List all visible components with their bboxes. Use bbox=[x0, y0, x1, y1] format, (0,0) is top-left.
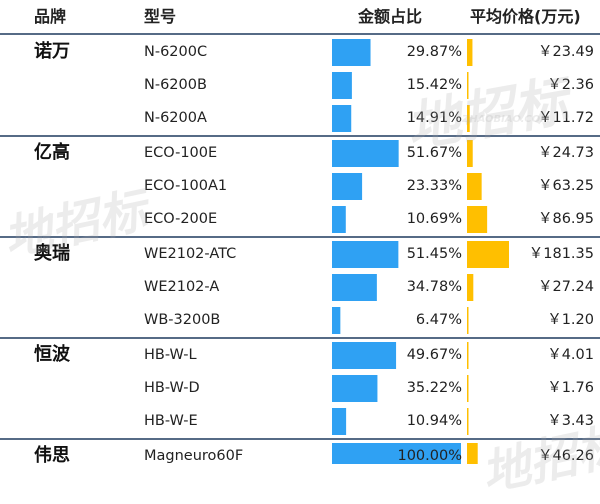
price-bar bbox=[467, 39, 473, 66]
price-bar bbox=[467, 307, 469, 334]
price-label: ￥23.49 bbox=[537, 44, 594, 60]
share-label: 14.91% bbox=[406, 110, 462, 126]
price-bar bbox=[467, 342, 469, 369]
share-bar bbox=[332, 105, 352, 132]
model-label: WB-3200B bbox=[144, 312, 221, 328]
model-label: N-6200B bbox=[144, 77, 207, 93]
share-bar bbox=[332, 206, 346, 233]
model-label: Magneuro60F bbox=[144, 448, 244, 464]
price-bar bbox=[467, 206, 488, 233]
share-label: 34.78% bbox=[406, 279, 462, 295]
share-bar bbox=[332, 140, 399, 167]
brand-label: 亿高 bbox=[34, 142, 70, 163]
price-bar bbox=[467, 408, 469, 435]
share-label: 15.42% bbox=[406, 77, 462, 93]
share-label: 49.67% bbox=[406, 347, 462, 363]
model-label: HB-W-D bbox=[144, 380, 200, 396]
header-brand: 品牌 bbox=[34, 7, 67, 26]
share-label: 51.67% bbox=[406, 145, 462, 161]
share-label: 51.45% bbox=[406, 246, 462, 262]
share-label: 6.47% bbox=[415, 312, 462, 328]
header-price: 平均价格(万元) bbox=[470, 7, 581, 26]
share-bar bbox=[332, 173, 363, 200]
share-label: 29.87% bbox=[406, 44, 462, 60]
header-share: 金额占比 bbox=[358, 7, 423, 26]
price-bar bbox=[467, 105, 470, 132]
price-bar bbox=[467, 274, 474, 301]
share-label: 10.69% bbox=[406, 211, 462, 227]
share-bar bbox=[332, 342, 397, 369]
share-label: 23.33% bbox=[406, 178, 462, 194]
share-bar bbox=[332, 72, 352, 99]
share-bar bbox=[332, 307, 341, 334]
model-label: N-6200C bbox=[144, 44, 208, 60]
model-label: HB-W-E bbox=[144, 413, 198, 429]
price-bar bbox=[467, 140, 473, 167]
price-label: ￥46.26 bbox=[537, 448, 594, 464]
brand-label: 诺万 bbox=[34, 41, 70, 62]
price-bar bbox=[467, 375, 469, 402]
price-label: ￥63.25 bbox=[537, 178, 594, 194]
share-bar bbox=[332, 375, 378, 402]
model-label: N-6200A bbox=[144, 110, 207, 126]
brand-model-table-chart: 品牌 型号 金额占比 平均价格(万元) 诺万 N-6200C 29.87% ￥23.4… bbox=[0, 7, 600, 502]
share-bar bbox=[332, 274, 377, 301]
share-bar bbox=[332, 443, 461, 464]
header-model: 型号 bbox=[144, 7, 177, 26]
brand-label: 伟思 bbox=[34, 445, 70, 466]
price-label: ￥86.95 bbox=[537, 211, 594, 227]
model-label: ECO-100E bbox=[144, 145, 218, 161]
price-label: ￥2.36 bbox=[547, 77, 594, 93]
price-bar bbox=[467, 241, 509, 268]
price-label: ￥4.01 bbox=[547, 347, 594, 363]
model-label: WE2102-ATC bbox=[144, 246, 237, 262]
model-label: HB-W-L bbox=[144, 347, 197, 363]
price-label: ￥181.35 bbox=[528, 246, 594, 262]
bars-layer bbox=[0, 33, 600, 464]
model-label: ECO-100A1 bbox=[144, 178, 228, 194]
share-bar bbox=[332, 408, 347, 435]
price-label: ￥1.76 bbox=[547, 380, 594, 396]
share-bar bbox=[332, 241, 399, 268]
price-bar bbox=[467, 72, 469, 99]
price-bar bbox=[467, 443, 478, 464]
brand-label: 奥瑞 bbox=[34, 243, 70, 264]
model-label: WE2102-A bbox=[144, 279, 220, 295]
share-label: 100.00% bbox=[397, 448, 462, 464]
model-label: ECO-200E bbox=[144, 211, 218, 227]
price-label: ￥11.72 bbox=[537, 110, 594, 126]
price-label: ￥24.73 bbox=[537, 145, 594, 161]
share-label: 10.94% bbox=[406, 413, 462, 429]
share-bar bbox=[332, 39, 371, 66]
brand-label: 恒波 bbox=[34, 344, 70, 365]
price-label: ￥1.20 bbox=[547, 312, 594, 328]
share-label: 35.22% bbox=[406, 380, 462, 396]
price-label: ￥27.24 bbox=[537, 279, 594, 295]
price-label: ￥3.43 bbox=[547, 413, 594, 429]
price-bar bbox=[467, 173, 482, 200]
